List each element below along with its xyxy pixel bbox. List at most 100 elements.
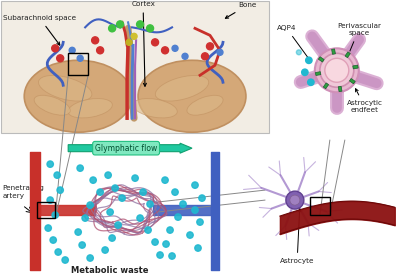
Circle shape — [55, 249, 61, 255]
Circle shape — [47, 161, 53, 167]
Circle shape — [146, 25, 154, 32]
Circle shape — [187, 232, 193, 238]
Circle shape — [126, 39, 132, 45]
Polygon shape — [353, 65, 358, 69]
Polygon shape — [323, 83, 328, 89]
Circle shape — [92, 37, 99, 44]
Text: Cortex: Cortex — [131, 1, 155, 86]
Circle shape — [90, 177, 96, 183]
Circle shape — [206, 43, 214, 50]
Circle shape — [182, 53, 188, 59]
Circle shape — [197, 219, 203, 225]
Circle shape — [119, 195, 125, 201]
Circle shape — [107, 209, 113, 215]
Circle shape — [75, 229, 81, 235]
Polygon shape — [350, 78, 355, 84]
Circle shape — [137, 215, 143, 221]
Circle shape — [82, 215, 88, 221]
Text: Metabolic waste: Metabolic waste — [71, 266, 149, 275]
Circle shape — [167, 227, 173, 233]
Ellipse shape — [187, 95, 223, 115]
Text: Astrocyte: Astrocyte — [280, 209, 314, 264]
Circle shape — [109, 235, 115, 241]
Circle shape — [192, 207, 198, 213]
Circle shape — [45, 225, 52, 231]
Circle shape — [132, 175, 138, 181]
Circle shape — [195, 245, 201, 251]
Circle shape — [306, 57, 312, 64]
Circle shape — [50, 237, 56, 243]
Circle shape — [54, 172, 60, 178]
Circle shape — [87, 255, 93, 261]
Circle shape — [109, 25, 116, 32]
Text: Perivascular
space: Perivascular space — [337, 23, 381, 67]
Bar — [310, 197, 330, 215]
Polygon shape — [316, 72, 321, 76]
Text: Penetrating
artery: Penetrating artery — [2, 185, 44, 199]
Circle shape — [162, 177, 168, 183]
Text: Glymphatic flow: Glymphatic flow — [95, 144, 157, 153]
Circle shape — [163, 241, 169, 247]
Circle shape — [47, 197, 53, 203]
Circle shape — [140, 189, 146, 195]
Circle shape — [152, 39, 158, 46]
Circle shape — [69, 47, 75, 53]
Circle shape — [57, 187, 63, 193]
FancyBboxPatch shape — [1, 1, 269, 133]
Bar — [68, 53, 88, 75]
Circle shape — [157, 252, 163, 258]
Polygon shape — [332, 49, 336, 54]
Circle shape — [320, 53, 354, 87]
Circle shape — [325, 58, 349, 82]
Ellipse shape — [155, 76, 209, 101]
Circle shape — [115, 222, 121, 228]
FancyArrow shape — [68, 143, 192, 153]
Circle shape — [136, 21, 144, 28]
Ellipse shape — [138, 60, 246, 132]
Ellipse shape — [34, 95, 70, 115]
Circle shape — [217, 49, 223, 55]
Circle shape — [112, 185, 118, 191]
Ellipse shape — [68, 98, 112, 118]
Circle shape — [202, 53, 208, 60]
Circle shape — [286, 191, 304, 209]
Circle shape — [296, 50, 301, 55]
Polygon shape — [345, 52, 350, 58]
Circle shape — [77, 55, 83, 61]
Circle shape — [145, 227, 151, 233]
Circle shape — [152, 239, 158, 245]
Circle shape — [169, 253, 175, 259]
Circle shape — [102, 247, 108, 253]
Polygon shape — [318, 57, 324, 62]
Circle shape — [105, 172, 111, 178]
Circle shape — [117, 21, 124, 28]
Ellipse shape — [24, 60, 132, 132]
Circle shape — [192, 182, 198, 188]
Circle shape — [172, 45, 178, 51]
Circle shape — [308, 79, 314, 85]
Circle shape — [315, 48, 359, 92]
Circle shape — [147, 201, 153, 207]
Text: Astrocytic
endfeet: Astrocytic endfeet — [347, 89, 383, 113]
Polygon shape — [338, 86, 342, 92]
Circle shape — [172, 189, 178, 195]
Ellipse shape — [38, 76, 92, 101]
Circle shape — [57, 55, 64, 62]
Circle shape — [290, 195, 300, 205]
Circle shape — [175, 214, 181, 220]
Circle shape — [162, 47, 168, 54]
Circle shape — [79, 242, 85, 248]
Circle shape — [77, 165, 83, 171]
Text: Bone: Bone — [226, 3, 256, 18]
Text: AQP4: AQP4 — [277, 25, 310, 61]
Circle shape — [87, 202, 93, 208]
Circle shape — [97, 189, 103, 195]
Ellipse shape — [133, 98, 177, 118]
Circle shape — [199, 195, 205, 201]
Circle shape — [62, 257, 68, 263]
Text: Subarachnoid space: Subarachnoid space — [3, 15, 76, 45]
Circle shape — [131, 33, 137, 39]
Circle shape — [52, 45, 59, 52]
Circle shape — [52, 212, 58, 218]
Circle shape — [180, 201, 186, 207]
